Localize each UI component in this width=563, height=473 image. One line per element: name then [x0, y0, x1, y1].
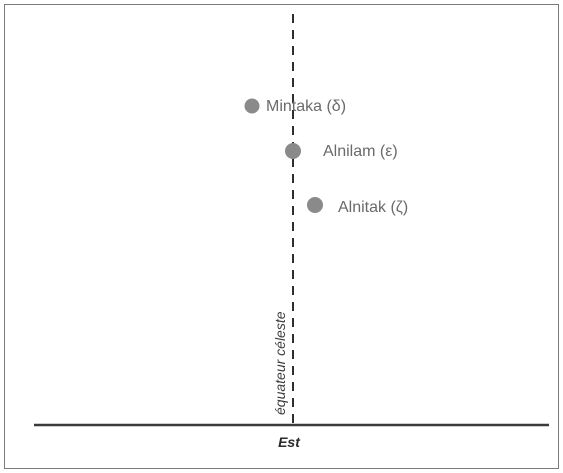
star-marker-alnilam — [285, 143, 301, 159]
star-marker-alnitak — [307, 197, 323, 213]
figure-frame — [4, 4, 559, 469]
star-alnilam: Alnilam (ε) — [285, 143, 398, 160]
star-mintaka: Mintaka (δ) — [244, 98, 346, 115]
star-alnitak: Alnitak (ζ) — [307, 197, 408, 216]
east-label: Est — [278, 434, 301, 450]
celestial-equator-label: équateur céleste — [272, 311, 288, 415]
star-label-alnitak: Alnitak (ζ) — [338, 199, 408, 216]
star-label-alnilam: Alnilam (ε) — [323, 143, 398, 160]
star-marker-mintaka — [244, 98, 260, 114]
star-label-mintaka: Mintaka (δ) — [266, 98, 346, 115]
